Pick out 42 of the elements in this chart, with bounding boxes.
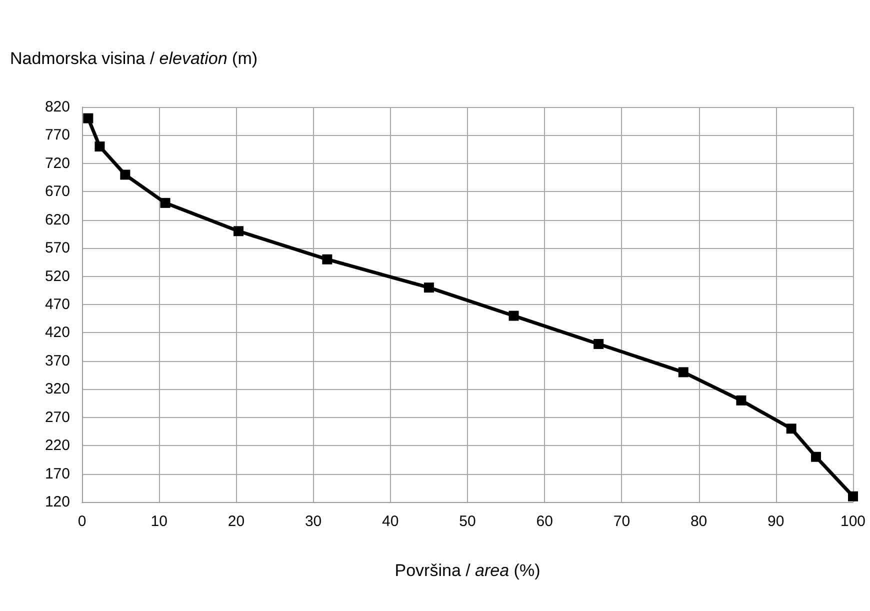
y-tick-label: 720 xyxy=(44,154,70,172)
point xyxy=(322,254,332,264)
y-tick-label: 820 xyxy=(44,98,70,116)
point xyxy=(94,142,105,152)
x-tick-label: 10 xyxy=(150,513,168,530)
x-tick-label: 80 xyxy=(690,513,708,530)
y-tick-label: 770 xyxy=(44,126,70,144)
y-tick-label: 420 xyxy=(44,324,70,342)
x-tick-label: 90 xyxy=(768,513,784,530)
point xyxy=(848,491,858,502)
y-tick-label: 520 xyxy=(44,268,70,285)
point xyxy=(736,395,746,406)
y-tick-label: 570 xyxy=(44,240,70,257)
x-tick-label: 0 xyxy=(78,513,86,530)
y-tick-label: 220 xyxy=(44,437,70,454)
x-tick-label: 20 xyxy=(228,513,245,530)
x-tick-label: 30 xyxy=(304,513,322,530)
point xyxy=(424,282,434,293)
point xyxy=(120,170,130,180)
x-tick-label: 50 xyxy=(459,513,476,530)
x-tick-label: 100 xyxy=(840,513,866,530)
y-tick-label: 120 xyxy=(44,494,70,510)
y-tick-label: 620 xyxy=(44,211,70,228)
point xyxy=(678,367,688,378)
y-tick-label: 370 xyxy=(44,352,70,370)
point xyxy=(810,452,821,462)
x-tick-label: 60 xyxy=(536,513,553,530)
y-axis-title: Nadmorska visina / elevation (m) xyxy=(10,49,258,68)
y-tick-label: 470 xyxy=(44,296,70,313)
point xyxy=(83,113,94,124)
y-tick-label: 670 xyxy=(44,183,70,200)
x-axis-title: Površina / area (%) xyxy=(394,561,540,580)
point xyxy=(508,310,519,321)
point xyxy=(160,198,170,208)
x-tick-label: 40 xyxy=(382,513,399,530)
point xyxy=(594,339,604,349)
y-tick-label: 270 xyxy=(44,408,70,426)
point xyxy=(786,424,796,434)
y-tick-label: 320 xyxy=(44,380,70,398)
y-tick-label: 170 xyxy=(44,465,70,482)
point xyxy=(234,226,244,236)
x-tick-label: 70 xyxy=(613,513,630,530)
